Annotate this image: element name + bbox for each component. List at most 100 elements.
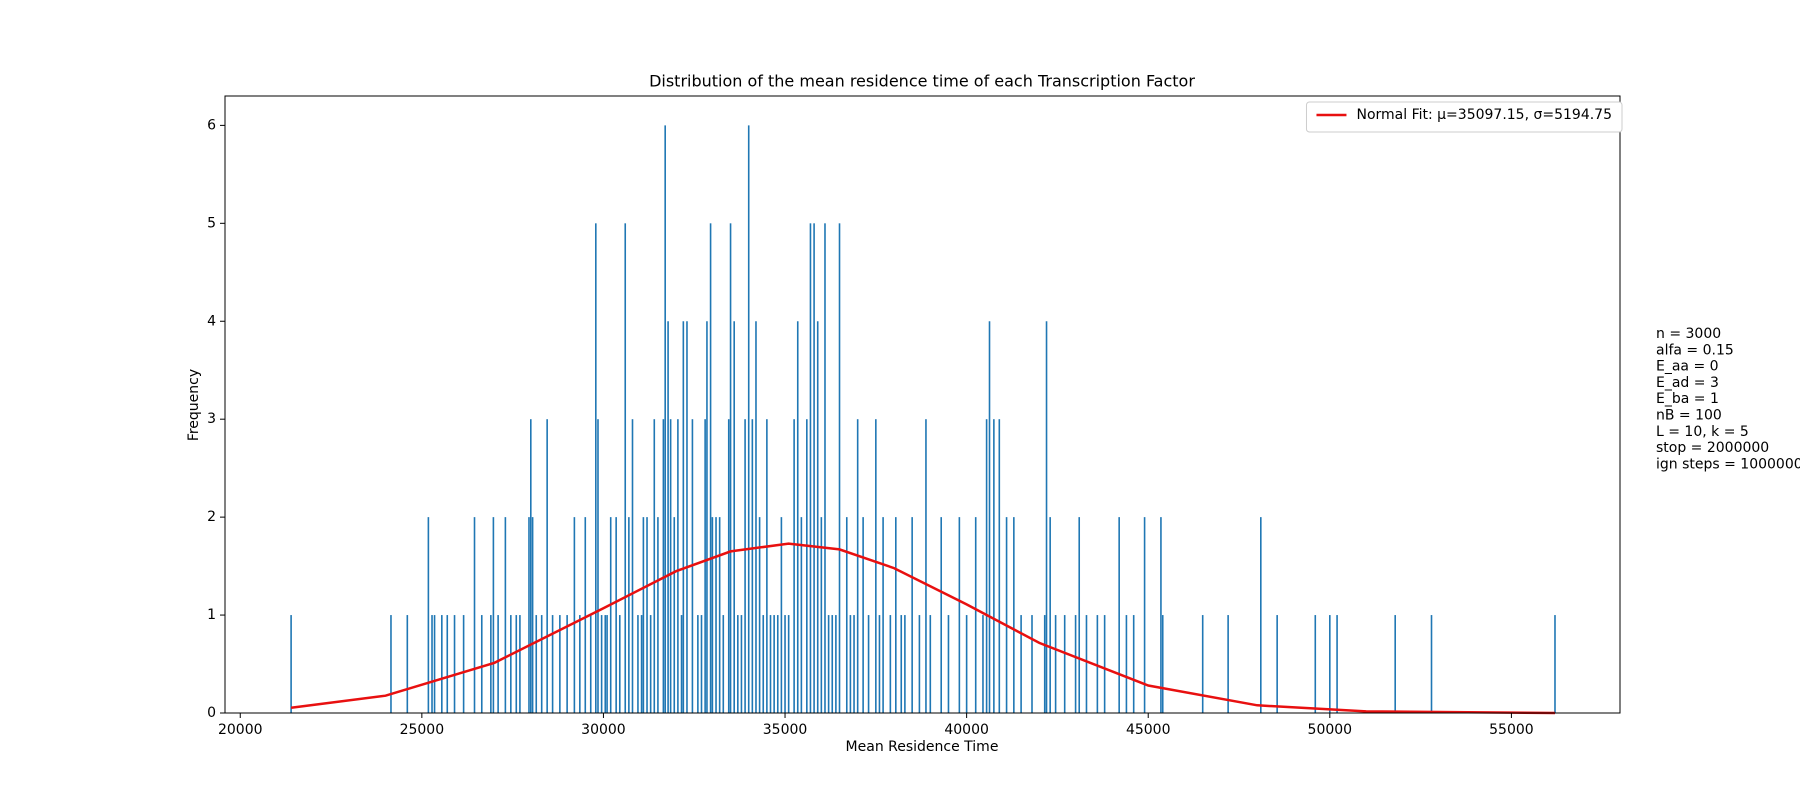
bar [697, 615, 699, 713]
x-tick-label: 35000 [763, 722, 808, 738]
bar [519, 615, 521, 713]
annotation-line: stop = 2000000 [1656, 440, 1769, 456]
bar [1430, 615, 1433, 713]
bar [722, 615, 725, 713]
bar [762, 615, 765, 713]
bar [1045, 321, 1048, 713]
bar [473, 517, 476, 713]
bar [918, 615, 921, 713]
fit-line [290, 542, 1556, 715]
annotation-line: n = 3000 [1656, 326, 1721, 342]
x-tick-label: 55000 [1489, 722, 1534, 738]
bar [900, 615, 903, 713]
bar [669, 419, 672, 713]
bar [974, 517, 977, 713]
bar [1132, 615, 1135, 713]
chart-title: Distribution of the mean residence time … [649, 72, 1195, 91]
bar [462, 615, 465, 713]
bar [589, 615, 592, 713]
bar [631, 419, 634, 713]
bar [806, 419, 808, 713]
annotation-line: ign steps = 1000000 [1656, 456, 1800, 472]
bar [965, 615, 968, 713]
bar [849, 615, 852, 713]
bar [1054, 615, 1057, 713]
bar [773, 615, 775, 713]
bar [497, 615, 499, 713]
y-tick-label: 4 [207, 313, 216, 329]
bar [1125, 615, 1128, 713]
bar [615, 517, 617, 713]
bar [504, 517, 507, 713]
bar [480, 615, 483, 713]
bar [662, 419, 665, 713]
bar [1063, 615, 1066, 713]
bar [566, 615, 568, 713]
bar [700, 615, 703, 713]
bar [530, 419, 532, 713]
bar [1103, 615, 1106, 713]
bar [433, 615, 436, 713]
annotation-line: E_aa = 0 [1656, 359, 1719, 375]
bar [492, 517, 495, 713]
bar [988, 321, 991, 713]
bar [406, 615, 409, 713]
bar [531, 517, 534, 713]
y-tick-label: 3 [207, 411, 216, 427]
bar [733, 321, 735, 713]
bar [845, 517, 848, 713]
bar [618, 615, 621, 713]
plot-frame [224, 95, 1621, 714]
bar [747, 125, 750, 713]
legend-box [1305, 101, 1623, 133]
bar [515, 615, 518, 713]
bar [1276, 615, 1278, 713]
bar [579, 615, 581, 713]
bar [816, 321, 819, 713]
bar [290, 615, 292, 713]
bar [453, 615, 456, 713]
annotation-line: nB = 100 [1656, 408, 1722, 424]
bar [711, 517, 714, 713]
bar [673, 517, 676, 713]
bar [1227, 615, 1229, 713]
bar [856, 419, 859, 713]
bar [431, 615, 433, 713]
bar [766, 419, 768, 713]
bar [780, 517, 783, 713]
bar [1085, 615, 1088, 713]
legend: Normal Fit: μ=35097.15, σ=5194.75 [1305, 101, 1623, 133]
bar [1394, 615, 1396, 713]
bar [1160, 517, 1162, 713]
bar [682, 321, 685, 713]
x-tick-label: 20000 [218, 722, 263, 738]
bar [540, 615, 543, 713]
bar [769, 615, 772, 713]
bar [947, 615, 950, 713]
bar [1118, 517, 1120, 713]
y-tick-label: 0 [207, 705, 216, 721]
bar [1005, 517, 1008, 713]
bar [1013, 517, 1015, 713]
bar [729, 223, 732, 714]
bar [1096, 615, 1099, 713]
bar [776, 615, 779, 713]
bar [704, 419, 706, 713]
bar [597, 419, 599, 713]
bar [800, 517, 803, 713]
bar [827, 615, 830, 713]
bar [718, 517, 721, 713]
bar [686, 321, 688, 713]
bar [727, 419, 730, 713]
bar [640, 615, 643, 713]
x-tick-label: 50000 [1308, 722, 1353, 738]
bar [1329, 615, 1331, 713]
bar [982, 615, 984, 713]
bar [824, 223, 826, 714]
annotation-line: L = 10, k = 5 [1656, 424, 1749, 440]
bar [446, 615, 449, 713]
bar [595, 223, 597, 714]
x-tick-label: 40000 [944, 722, 989, 738]
bar [911, 517, 913, 713]
bar [706, 321, 708, 713]
